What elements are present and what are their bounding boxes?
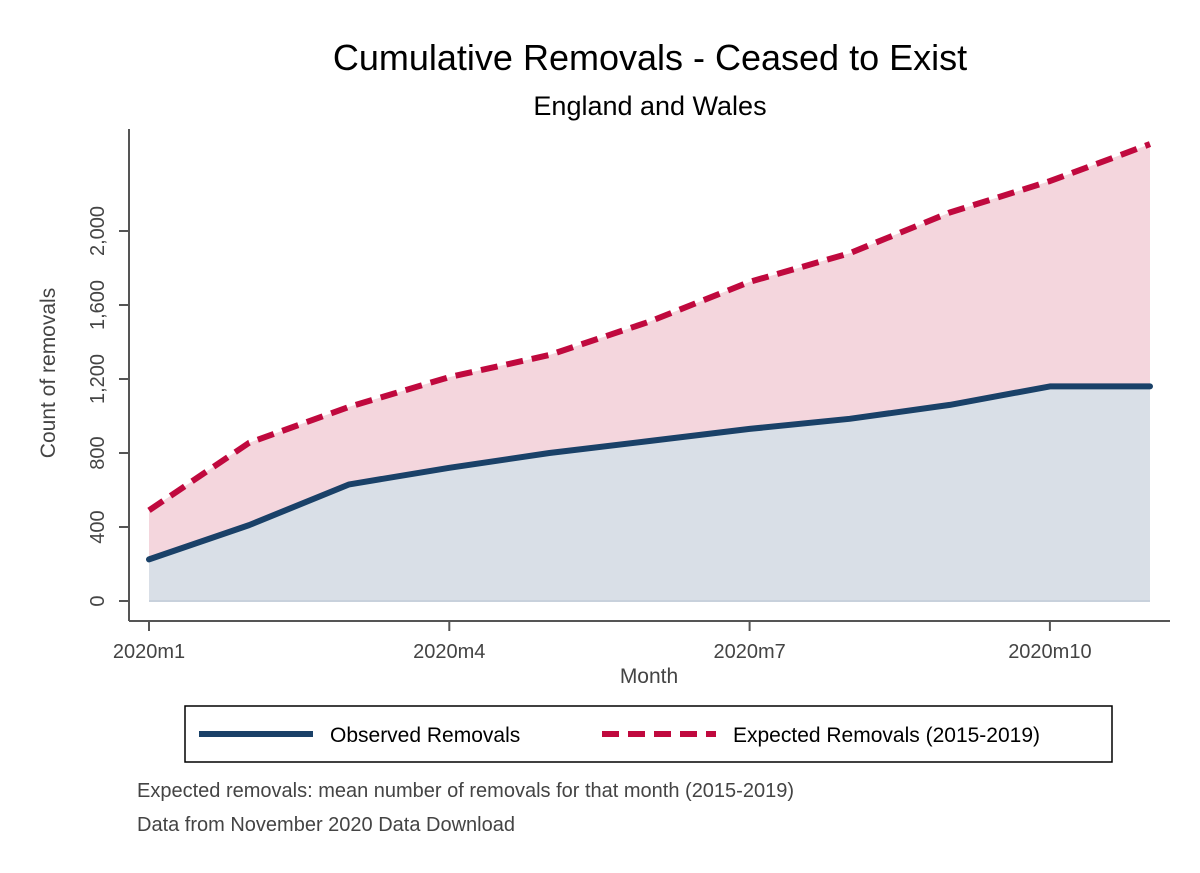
observed-area: [149, 386, 1150, 601]
x-tick-label: 2020m7: [713, 641, 785, 663]
footnote-source: Data from November 2020 Data Download: [137, 814, 515, 836]
y-tick-label: 1,600: [87, 280, 109, 330]
y-tick-label: 1,200: [87, 354, 109, 404]
x-tick-label: 2020m1: [113, 641, 185, 663]
y-tick-label: 0: [87, 595, 109, 606]
y-axis-ticks: 0 400 800 1,200 1,600 2,000: [87, 206, 129, 607]
plot-area: [146, 141, 1153, 602]
series-line-observed: [146, 383, 1153, 563]
expected-area: [149, 144, 1150, 560]
chart-subtitle: England and Wales: [533, 91, 766, 121]
chart-title: Cumulative Removals - Ceased to Exist: [333, 37, 967, 78]
x-axis-ticks: 2020m1 2020m4 2020m7 2020m10: [113, 621, 1092, 663]
y-axis-title: Count of removals: [37, 288, 60, 458]
legend: Observed Removals Expected Removals (201…: [184, 705, 1113, 763]
y-tick-label: 400: [87, 510, 109, 543]
series-line-expected: [147, 141, 1152, 513]
x-axis-title: Month: [620, 665, 678, 688]
legend-box: [184, 705, 1113, 763]
x-tick-label: 2020m4: [413, 641, 485, 663]
legend-label-observed: Observed Removals: [330, 724, 520, 747]
footnote-expected: Expected removals: mean number of remova…: [137, 780, 794, 802]
y-tick-label: 2,000: [87, 206, 109, 256]
legend-label-expected: Expected Removals (2015-2019): [733, 724, 1040, 747]
x-tick-label: 2020m10: [1008, 641, 1091, 663]
y-tick-label: 800: [87, 436, 109, 469]
